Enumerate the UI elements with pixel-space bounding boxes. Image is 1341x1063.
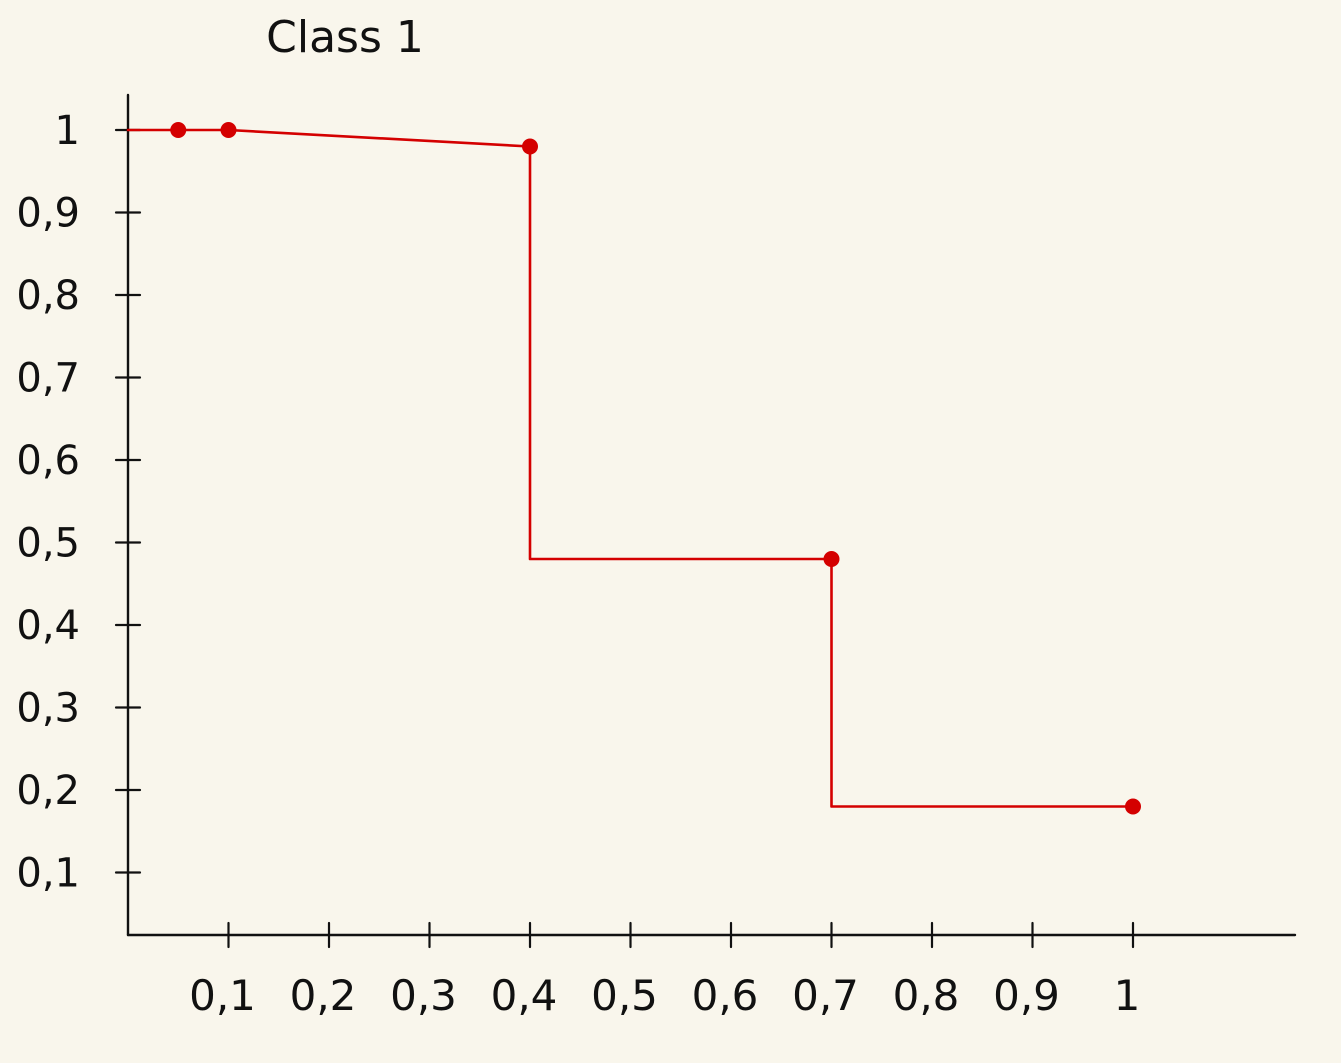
y-tick-label: 0,6	[16, 438, 80, 484]
y-tick-label: 1	[55, 108, 80, 154]
y-tick-label: 0,1	[16, 851, 80, 897]
x-tick-label: 1	[1114, 971, 1141, 1020]
axes	[126, 93, 1297, 937]
series-line	[126, 128, 1135, 808]
y-tick-label: 0,7	[16, 356, 80, 402]
ticks	[114, 128, 1135, 949]
x-tick-label: 0,3	[390, 971, 457, 1020]
data-point	[1125, 798, 1141, 815]
series-layer	[126, 128, 1135, 808]
points-layer	[170, 122, 1141, 815]
x-tick-label: 0,1	[189, 971, 256, 1020]
data-point	[823, 551, 840, 567]
data-point	[522, 138, 538, 155]
y-tick-label: 0,9	[16, 191, 80, 237]
x-tick-label: 0,4	[491, 971, 558, 1020]
data-point	[170, 122, 187, 138]
y-tick-label: 0,8	[16, 273, 80, 319]
x-tick-label: 0,5	[591, 971, 658, 1020]
y-tick-label: 0,2	[16, 768, 80, 814]
y-tick-label: 0,4	[16, 603, 80, 649]
data-point	[220, 122, 237, 138]
x-tick-label: 0,9	[993, 971, 1060, 1020]
x-tick-label: 0,7	[792, 971, 859, 1020]
x-tick-label: 0,8	[893, 971, 960, 1020]
chart-title: Class 1	[266, 12, 424, 63]
x-tick-label: 0,6	[692, 971, 759, 1020]
tick-labels: 0,1 0,2 0,3 0,4 0,5 0,6 0,7 0,8 0,9 1 0,1 0,2 0,3 0,4…	[16, 108, 1140, 1020]
x-tick-label: 0,2	[290, 971, 357, 1020]
y-tick-label: 0,5	[16, 521, 80, 567]
y-tick-label: 0,3	[16, 686, 80, 732]
